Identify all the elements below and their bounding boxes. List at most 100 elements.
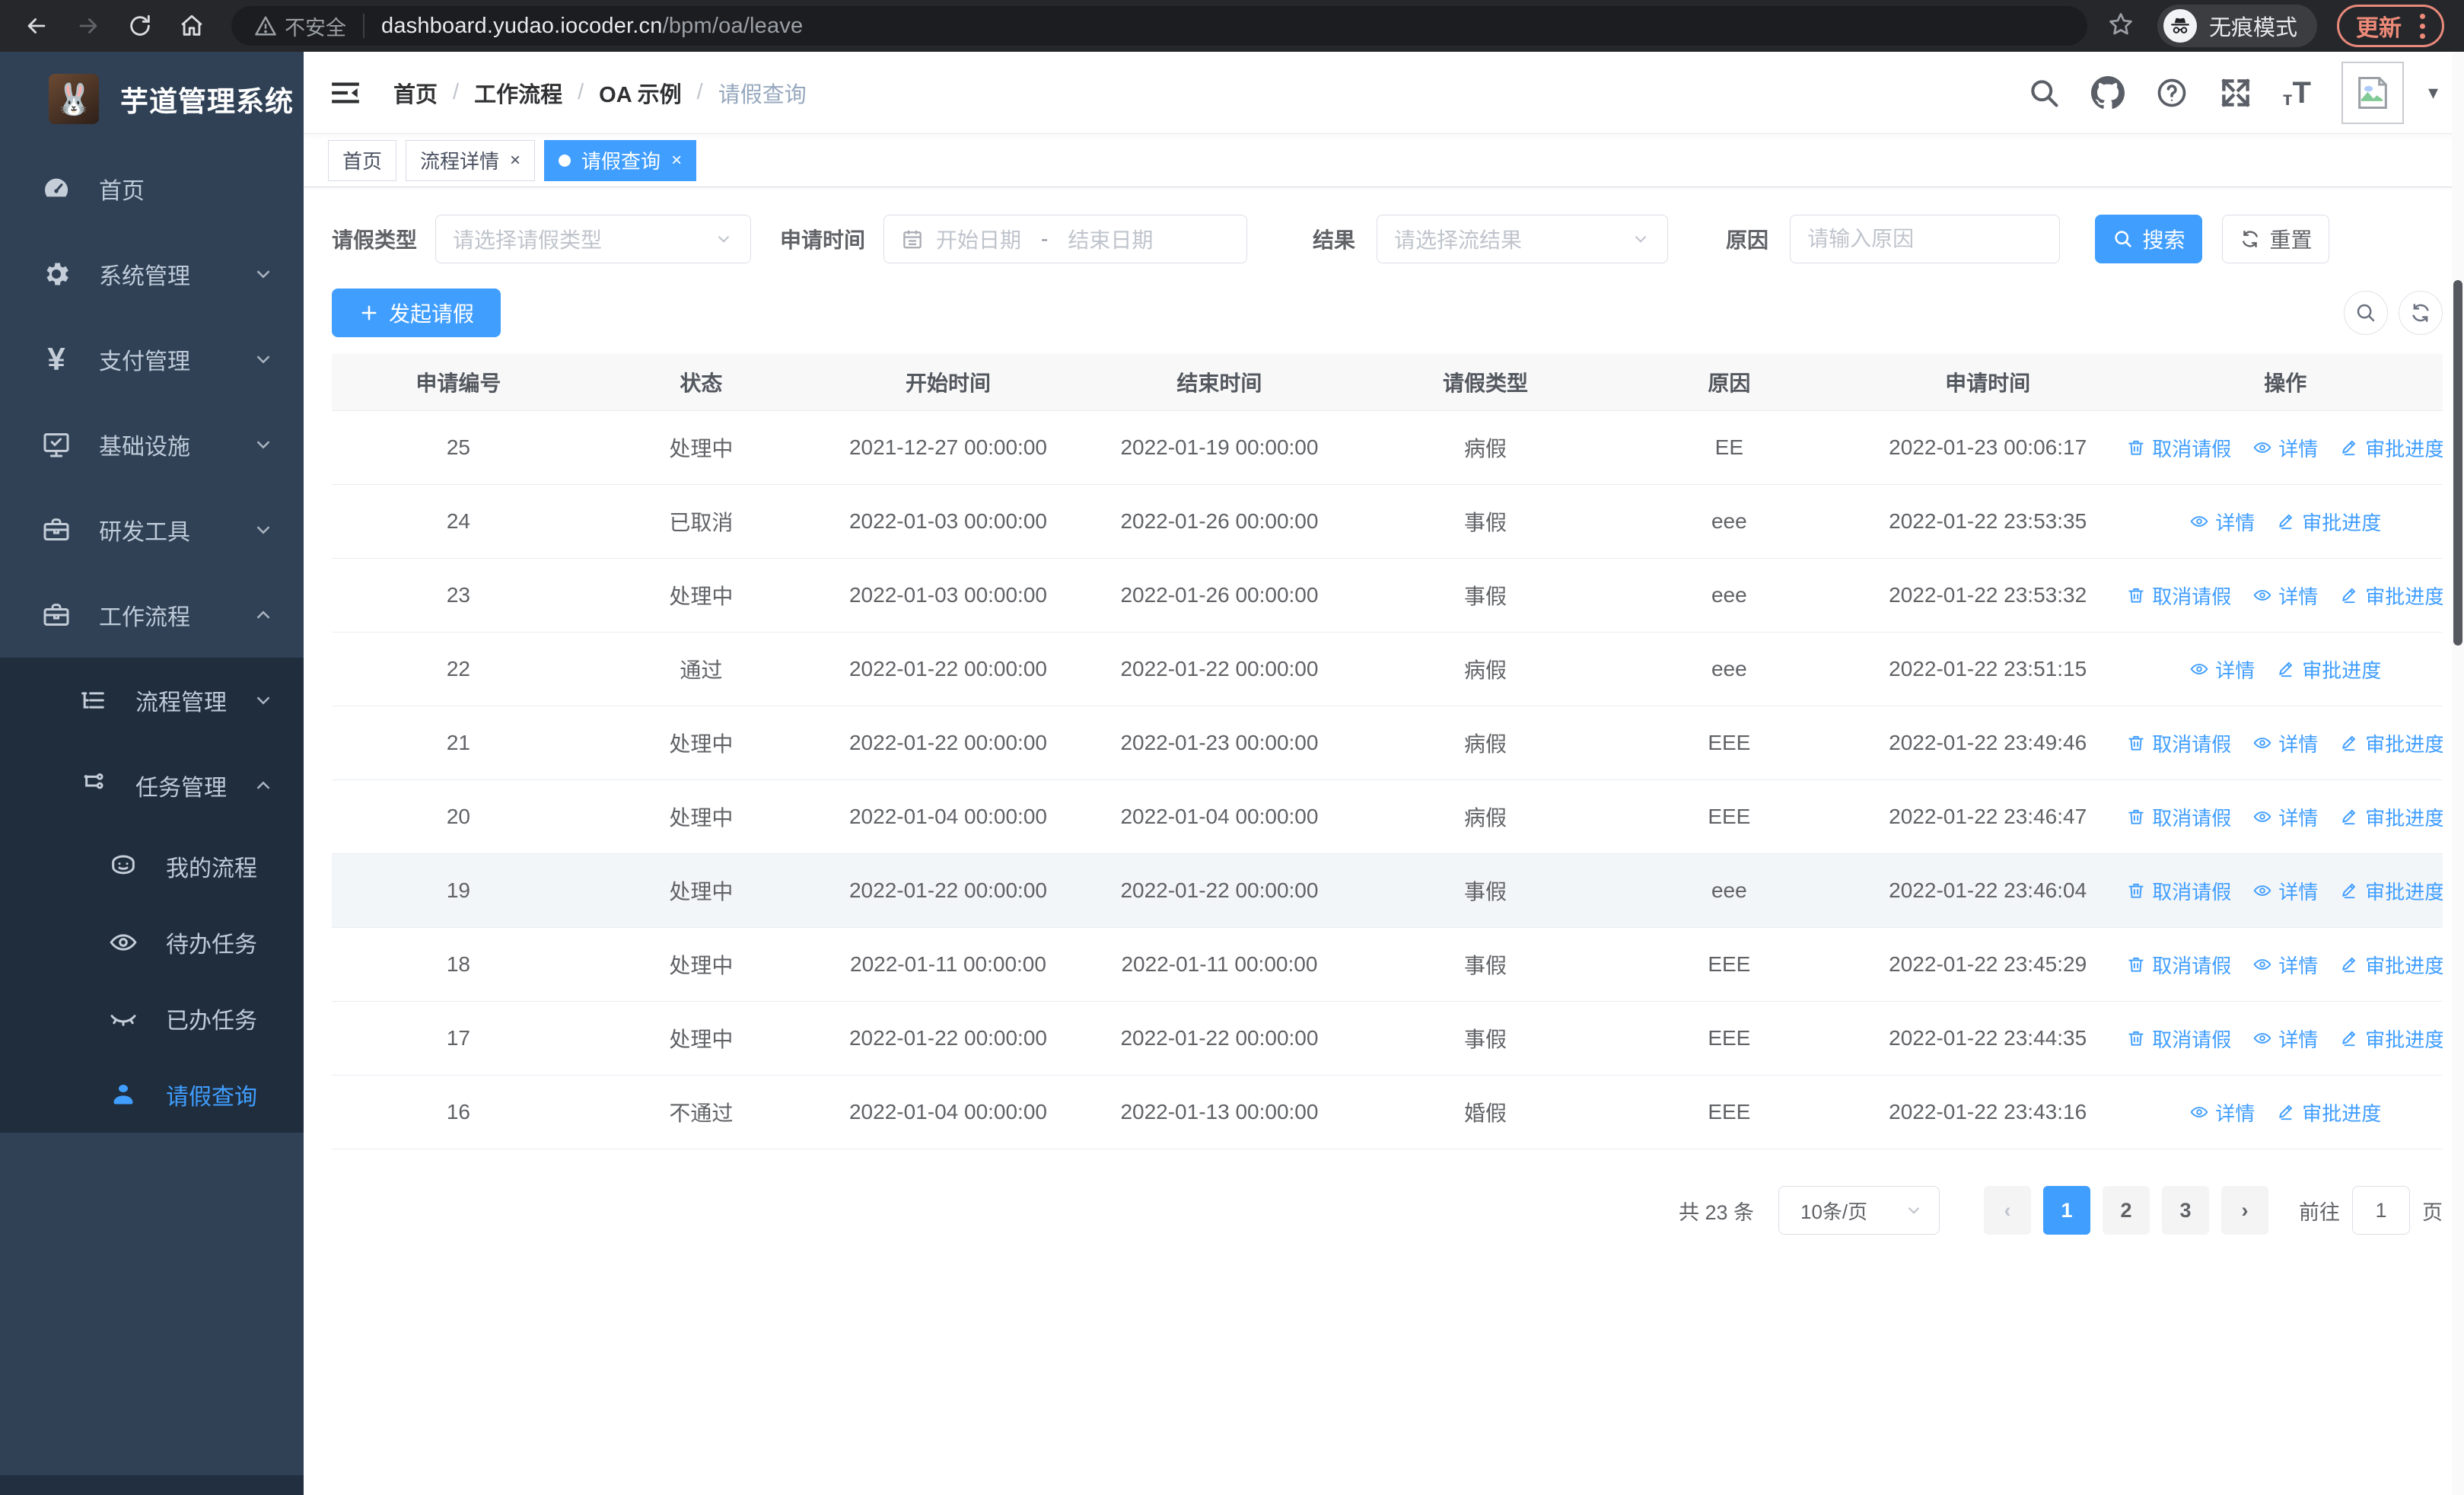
detail-link[interactable]: 详情 bbox=[2252, 803, 2318, 831]
prev-page-button[interactable]: ‹ bbox=[1984, 1186, 2031, 1235]
cell-leave-type: 病假 bbox=[1463, 658, 1507, 682]
cancel-leave-link[interactable]: 取消请假 bbox=[2128, 803, 2231, 831]
cell-id: 18 bbox=[446, 952, 471, 976]
next-page-button[interactable]: › bbox=[2221, 1186, 2268, 1235]
detail-link[interactable]: 详情 bbox=[2252, 877, 2318, 905]
url-bar[interactable]: 不安全 dashboard.yudao.iocoder.cn/bpm/oa/le… bbox=[231, 6, 2087, 46]
sidebar-item-label: 研发工具 bbox=[99, 520, 190, 545]
breadcrumb-oa-example[interactable]: OA 示例 bbox=[599, 82, 682, 107]
progress-link[interactable]: 审批进度 bbox=[2276, 508, 2381, 536]
page-content: 请假类型 请选择请假类型 申请时间 开始日期 - 结束日期 结果 请选择流结果 bbox=[304, 187, 2464, 1495]
detail-link[interactable]: 详情 bbox=[2252, 1025, 2318, 1053]
apply-time-range-input[interactable]: 开始日期 - 结束日期 bbox=[883, 215, 1248, 263]
progress-link[interactable]: 审批进度 bbox=[2339, 877, 2443, 905]
sidebar-item-leave-query[interactable]: 请假查询 bbox=[0, 1057, 304, 1133]
sidebar-item-done-tasks[interactable]: 已办任务 bbox=[0, 980, 304, 1057]
detail-link[interactable]: 详情 bbox=[2252, 582, 2318, 610]
progress-link[interactable]: 审批进度 bbox=[2339, 434, 2443, 462]
sidebar-item-process-management[interactable]: 流程管理 bbox=[0, 658, 304, 743]
security-warning[interactable]: 不安全 bbox=[254, 11, 346, 41]
result-select[interactable]: 请选择流结果 bbox=[1377, 215, 1669, 263]
page-button-3[interactable]: 3 bbox=[2162, 1186, 2209, 1235]
breadcrumb-home[interactable]: 首页 bbox=[393, 82, 438, 107]
sidebar-item-infrastructure[interactable]: 基础设施 bbox=[0, 402, 304, 487]
eye-icon bbox=[2252, 1028, 2272, 1048]
tab-process-detail[interactable]: 流程详情 × bbox=[406, 139, 536, 181]
chevron-up-icon bbox=[252, 604, 275, 626]
detail-link[interactable]: 详情 bbox=[2252, 434, 2318, 462]
progress-link[interactable]: 审批进度 bbox=[2276, 1098, 2381, 1127]
breadcrumb-workflow[interactable]: 工作流程 bbox=[474, 82, 563, 107]
sidebar-item-task-management[interactable]: 任务管理 bbox=[0, 743, 304, 828]
scrollbar-thumb[interactable] bbox=[2453, 280, 2462, 645]
sidebar-item-workflow[interactable]: 工作流程 bbox=[0, 572, 304, 658]
leave-type-select[interactable]: 请选择请假类型 bbox=[435, 215, 752, 263]
tab-leave-query[interactable]: 请假查询 × bbox=[544, 139, 697, 181]
scrollbar-track[interactable] bbox=[2452, 52, 2464, 1495]
app-title: 芋道管理系统 bbox=[120, 86, 294, 117]
sidebar-item-todo-tasks[interactable]: 待办任务 bbox=[0, 904, 304, 980]
user-avatar[interactable] bbox=[2341, 61, 2404, 124]
sidebar-item-payment-management[interactable]: ¥ 支付管理 bbox=[0, 317, 304, 402]
back-icon[interactable] bbox=[20, 9, 53, 43]
sidebar-item-my-processes[interactable]: 我的流程 bbox=[0, 828, 304, 904]
progress-link[interactable]: 审批进度 bbox=[2339, 729, 2443, 757]
sidebar-item-dev-tools[interactable]: 研发工具 bbox=[0, 487, 304, 572]
sidebar-collapse-icon[interactable] bbox=[329, 77, 361, 109]
detail-link[interactable]: 详情 bbox=[2252, 729, 2318, 757]
search-icon[interactable] bbox=[2027, 76, 2061, 110]
home-icon[interactable] bbox=[175, 9, 209, 43]
browser-update-button[interactable]: 更新 bbox=[2337, 5, 2444, 47]
cell-end-time: 2022-01-19 00:00:00 bbox=[1120, 435, 1319, 459]
cell-status: 已取消 bbox=[669, 511, 734, 534]
goto-page-input[interactable] bbox=[2352, 1186, 2410, 1235]
help-icon[interactable] bbox=[2155, 76, 2189, 110]
progress-link[interactable]: 审批进度 bbox=[2339, 582, 2443, 610]
sidebar-footer bbox=[0, 1475, 304, 1495]
create-leave-button[interactable]: 发起请假 bbox=[332, 288, 501, 337]
progress-link[interactable]: 审批进度 bbox=[2339, 803, 2443, 831]
detail-link[interactable]: 详情 bbox=[2189, 508, 2255, 536]
tab-home[interactable]: 首页 bbox=[328, 139, 397, 181]
progress-link[interactable]: 审批进度 bbox=[2339, 951, 2443, 979]
progress-link[interactable]: 审批进度 bbox=[2276, 655, 2381, 684]
cell-actions: 取消请假 详情 审批进度 bbox=[2128, 729, 2443, 757]
close-icon[interactable]: × bbox=[510, 149, 521, 171]
action-label: 审批进度 bbox=[2302, 658, 2382, 682]
sidebar-item-system-management[interactable]: 系统管理 bbox=[0, 231, 304, 317]
cancel-leave-link[interactable]: 取消请假 bbox=[2128, 434, 2231, 462]
cell-start-time: 2022-01-22 00:00:00 bbox=[848, 878, 1047, 902]
fullscreen-icon[interactable] bbox=[2219, 76, 2252, 110]
cancel-leave-link[interactable]: 取消请假 bbox=[2128, 582, 2231, 610]
cancel-leave-link[interactable]: 取消请假 bbox=[2128, 951, 2231, 979]
filter-form: 请假类型 请选择请假类型 申请时间 开始日期 - 结束日期 结果 请选择流结果 bbox=[332, 215, 2443, 263]
avatar-caret-icon[interactable]: ▾ bbox=[2427, 81, 2438, 104]
bookmark-star-icon[interactable] bbox=[2107, 11, 2135, 42]
detail-link[interactable]: 详情 bbox=[2252, 951, 2318, 979]
cell-reason: EEE bbox=[1708, 1100, 1751, 1124]
cancel-leave-link[interactable]: 取消请假 bbox=[2128, 729, 2231, 757]
cancel-leave-link[interactable]: 取消请假 bbox=[2128, 1025, 2231, 1053]
page-button-2[interactable]: 2 bbox=[2103, 1186, 2150, 1235]
search-button[interactable]: 搜索 bbox=[2095, 215, 2203, 263]
forward-icon[interactable] bbox=[72, 9, 105, 43]
github-icon[interactable] bbox=[2090, 75, 2125, 110]
reason-input[interactable] bbox=[1807, 227, 2043, 251]
reload-icon[interactable] bbox=[123, 9, 157, 43]
close-icon[interactable]: × bbox=[671, 149, 683, 171]
toggle-search-button[interactable] bbox=[2344, 291, 2388, 335]
trash-icon bbox=[2128, 955, 2147, 974]
browser-menu-icon[interactable] bbox=[2420, 13, 2425, 39]
reset-button[interactable]: 重置 bbox=[2222, 215, 2330, 263]
progress-link[interactable]: 审批进度 bbox=[2339, 1025, 2443, 1053]
action-label: 详情 bbox=[2278, 437, 2319, 461]
page-size-select[interactable]: 10条/页 bbox=[1778, 1186, 1940, 1235]
detail-link[interactable]: 详情 bbox=[2189, 655, 2255, 684]
refresh-table-button[interactable] bbox=[2399, 291, 2443, 335]
cancel-leave-link[interactable]: 取消请假 bbox=[2128, 877, 2231, 905]
detail-link[interactable]: 详情 bbox=[2189, 1098, 2255, 1127]
sidebar-item-home[interactable]: 首页 bbox=[0, 146, 304, 231]
page-button-1[interactable]: 1 bbox=[2043, 1186, 2090, 1235]
sidebar-item-label: 工作流程 bbox=[99, 605, 190, 630]
